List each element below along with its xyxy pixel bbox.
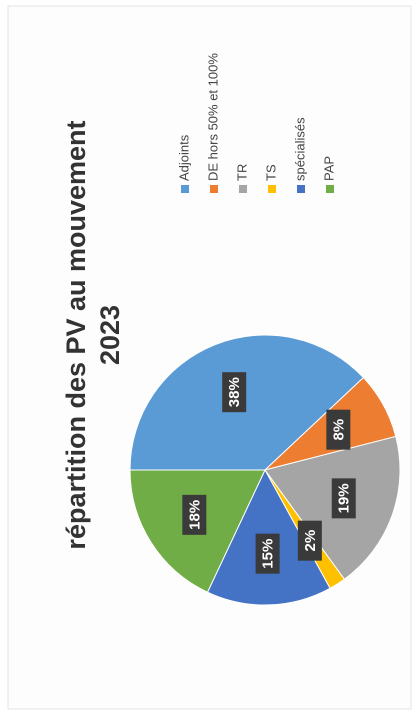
legend-swatch	[239, 185, 247, 193]
data-label-box	[297, 520, 322, 561]
chart-title: répartition des PV au mouvement 2023	[61, 120, 125, 549]
legend-label: Adjoints	[176, 134, 191, 181]
chart-body: répartition des PV au mouvement 2023 38% 8…	[61, 53, 401, 606]
data-label: 2%	[302, 530, 319, 552]
legend-swatch	[268, 185, 276, 193]
data-label-box	[222, 372, 247, 413]
legend-swatch	[210, 185, 218, 193]
legend-label: spécialisés	[292, 117, 307, 181]
legend-label: TS	[263, 164, 278, 181]
legend-swatch	[297, 185, 305, 193]
data-label: 38%	[226, 377, 243, 407]
legend-label: PAP	[321, 156, 336, 181]
data-label-box	[182, 494, 207, 535]
legend-swatch	[181, 185, 189, 193]
data-label: 15%	[260, 539, 277, 569]
data-label: 19%	[336, 483, 353, 513]
data-label: 8%	[330, 419, 347, 441]
legend-label: DE hors 50% et 100%	[205, 53, 220, 181]
pie-slice	[129, 334, 365, 471]
legend-label: TR	[234, 164, 249, 181]
legend-swatch	[326, 185, 334, 193]
data-label-box	[331, 478, 356, 519]
data-label: 18%	[186, 500, 203, 530]
data-label-box	[255, 533, 280, 574]
data-label-box	[326, 409, 351, 450]
